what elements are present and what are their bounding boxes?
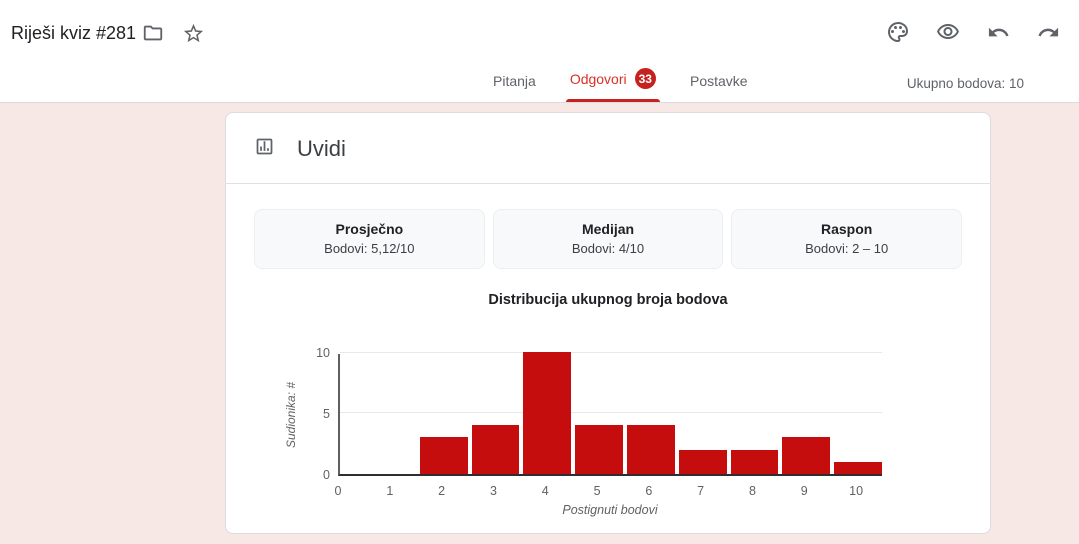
tab-label: Postavke [689,73,748,89]
stat-range: Raspon Bodovi: 2 – 10 [731,209,963,269]
total-points-label: Ukupno bodova: 10 [906,76,1024,91]
stat-average: Prosječno Bodovi: 5,12/10 [254,209,485,269]
x-tick-5: 5 [593,484,601,498]
gridline [340,352,882,353]
chart-title: Distribucija ukupnog broja bodova [488,292,728,308]
stat-title: Raspon [821,221,873,237]
folder-icon[interactable] [140,20,166,46]
tab-label: Odgovori [569,70,627,87]
score-distribution-chart: Sudionika: # Postignuti bodovi 0 5 10 0 1 2 3 4… [226,308,990,522]
stat-value: Bodovi: 5,12/10 [324,241,415,256]
tab-pitanja[interactable]: Pitanja [489,73,540,102]
title-actions [140,20,206,46]
responses-count-badge: 33 [634,68,656,89]
bar-score-5 [575,425,623,474]
bar-score-9 [782,437,831,474]
gridline [340,412,882,413]
insights-chart-icon [254,136,275,162]
stat-title: Prosječno [335,221,404,237]
header-actions [883,17,1063,47]
insights-header: Uvidi [226,113,990,183]
star-icon[interactable] [180,20,206,46]
x-tick-4: 4 [541,484,549,498]
bar-score-8 [730,449,779,474]
responses-page: Uvidi Prosječno Bodovi: 5,12/10 Medijan … [0,103,1079,544]
palette-icon[interactable] [883,17,913,47]
x-tick-2: 2 [438,484,446,498]
stat-title: Medijan [581,221,635,237]
tab-postavke[interactable]: Postavke [686,73,752,102]
x-tick-8: 8 [748,484,756,498]
x-tick-7: 7 [697,484,705,498]
undo-icon[interactable] [983,17,1013,47]
preview-eye-icon[interactable] [933,17,963,47]
x-tick-3: 3 [489,484,497,498]
stat-value: Bodovi: 2 – 10 [805,241,889,256]
app-header: Riješi kviz #281 Pitanja Odgovori 33 [0,0,1079,103]
y-tick-10: 10 [316,346,330,360]
active-tab-underline [565,99,660,102]
x-tick-10: 10 [849,484,864,498]
bar-score-10 [834,461,882,474]
y-tick-5: 5 [323,407,330,421]
insights-card: Uvidi Prosječno Bodovi: 5,12/10 Medijan … [225,112,991,534]
insights-title: Uvidi [297,136,346,161]
stat-value: Bodovi: 4/10 [571,241,645,256]
tab-bar: Pitanja Odgovori 33 Postavke [489,68,752,102]
stat-median: Medijan Bodovi: 4/10 [492,209,724,269]
bar-score-6 [626,425,675,474]
bar-score-7 [678,449,727,474]
x-tick-1: 1 [386,484,394,498]
divider [226,183,990,184]
y-tick-0: 0 [323,468,330,482]
tab-label: Pitanja [493,73,536,89]
x-tick-6: 6 [645,484,653,498]
stats-row: Prosječno Bodovi: 5,12/10 Medijan Bodovi… [226,184,990,269]
bar-score-3 [471,425,520,474]
x-tick-0: 0 [334,484,342,498]
redo-icon[interactable] [1033,17,1063,47]
x-axis-label: Postignuti bodovi [562,503,658,517]
form-title[interactable]: Riješi kviz #281 [11,23,137,43]
tab-odgovori[interactable]: Odgovori 33 [565,68,660,102]
x-tick-9: 9 [800,484,808,498]
bar-score-4 [523,352,572,474]
bar-score-2 [419,437,468,474]
chart-plot [338,352,882,476]
